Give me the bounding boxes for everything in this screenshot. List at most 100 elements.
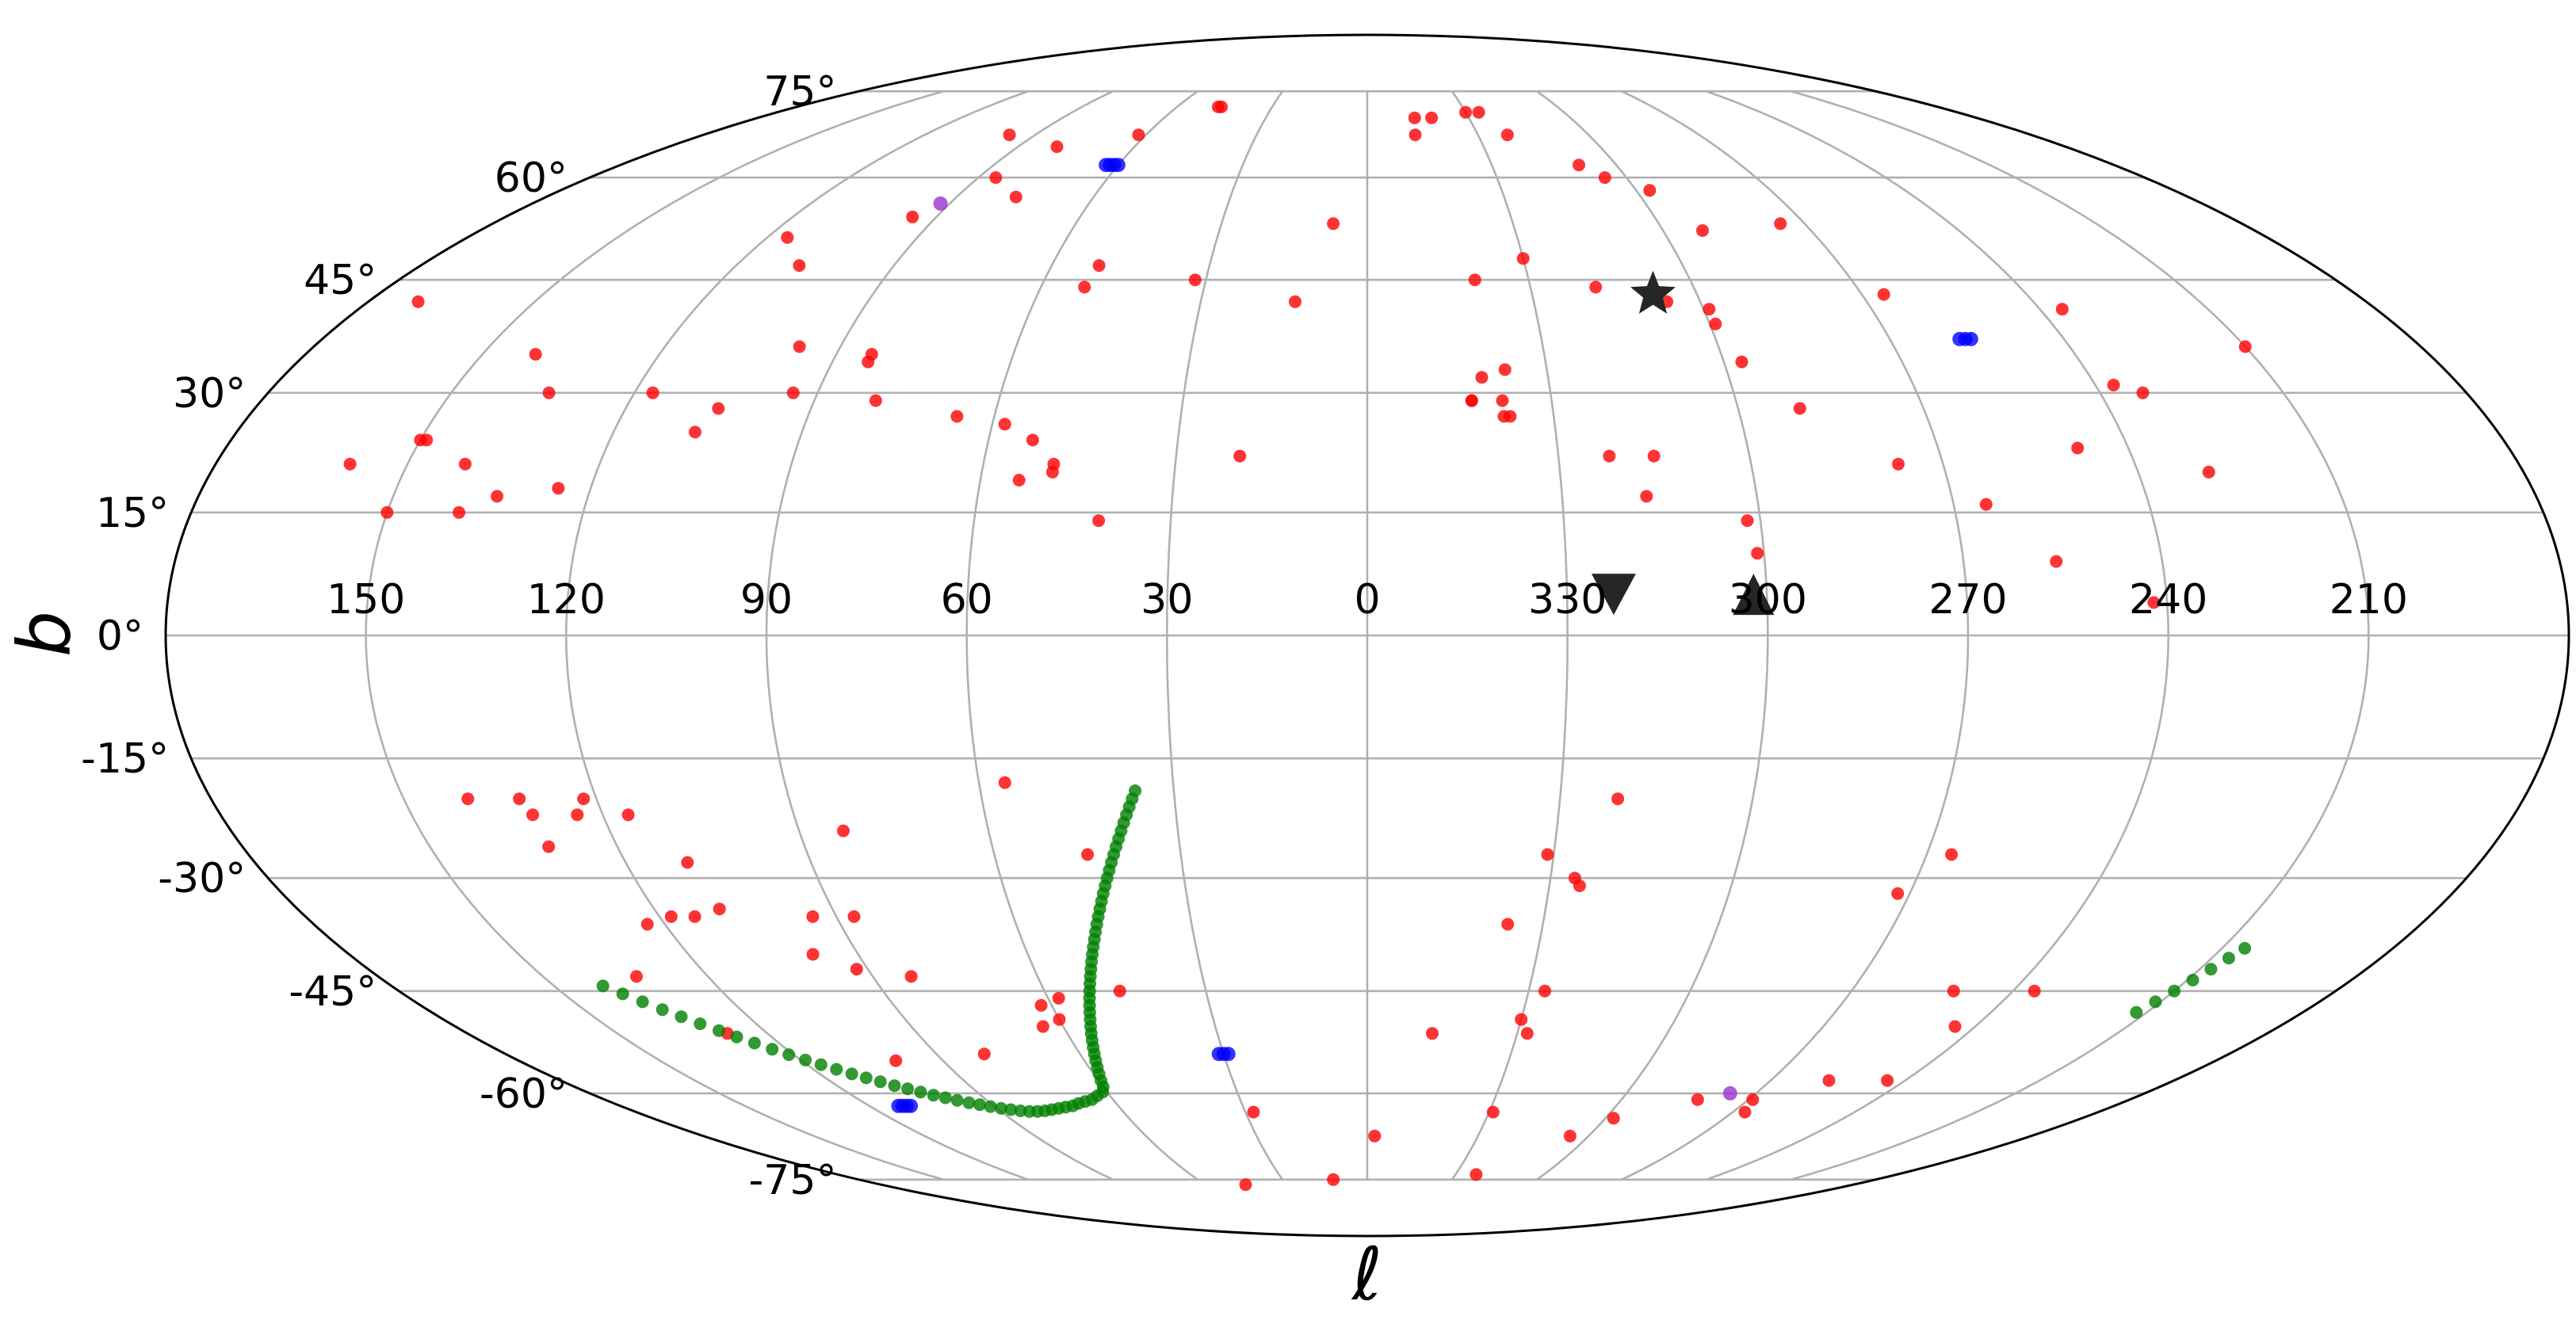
x-tick-label: 0 [1354,576,1380,624]
red-data-point [1092,259,1106,273]
red-data-point [1053,1013,1066,1026]
red-data-point [1465,394,1478,407]
red-data-point [491,490,504,503]
red-data-point [1948,1020,1962,1033]
x-tick-label: 270 [1928,576,2007,624]
red-data-point [998,776,1011,789]
red-data-point [577,792,590,806]
blue-data-point [1211,1047,1226,1062]
red-data-point [1793,402,1806,415]
red-data-point [1012,474,1026,486]
red-data-point [1034,998,1048,1012]
red-data-point [1188,273,1202,287]
blue-data-point [1110,158,1126,173]
red-data-point [461,792,475,806]
red-data-point [904,970,918,983]
red-data-point [1891,887,1905,900]
red-data-point [1607,1112,1620,1125]
purple-data-point [1722,1085,1737,1101]
green-data-point [2168,984,2181,998]
red-data-point [1468,273,1481,287]
y-tick-label: -75° [749,1157,837,1204]
red-data-point [2107,379,2120,391]
red-data-point [621,808,635,822]
red-data-point [1504,410,1517,423]
y-tick-label: 45° [304,257,376,304]
green-data-point [655,1003,669,1017]
red-data-point [542,386,556,399]
red-data-point [1735,355,1749,368]
green-data-point [962,1096,976,1109]
longitude-gridline [564,90,1029,1181]
x-tick-label: 90 [740,576,793,624]
red-data-point [1541,848,1554,861]
red-data-point [630,970,643,983]
red-data-point [786,386,800,399]
red-data-point [513,792,526,806]
red-data-point [889,1054,903,1067]
red-data-point [2071,441,2085,455]
green-data-point [2222,952,2235,965]
red-data-point [1036,1020,1049,1033]
red-data-point [646,386,659,399]
x-tick-labels: 150 120 90 60 30 0 330 300 270 240 210 [327,576,2408,624]
green-data-point [766,1043,779,1056]
red-data-point [1408,111,1421,124]
longitude-gridline [1450,90,1569,1181]
red-data-point [689,425,701,439]
graticule-grid [166,90,2569,1181]
red-data-point [1470,1168,1483,1181]
green-data-point [984,1100,997,1113]
red-data-point [664,910,678,923]
red-data-point [869,394,882,407]
red-data-point [458,457,472,471]
x-tick-label: 150 [327,576,405,624]
red-data-point [1563,1129,1577,1143]
green-data-point [616,987,629,1001]
red-data-point [1538,984,1551,998]
longitude-gridline [1165,90,1284,1181]
green-data-point [1014,1104,1027,1117]
red-data-point [977,1047,991,1061]
red-data-point [1426,1027,1439,1040]
red-data-point [571,808,584,822]
red-data-point [681,856,694,869]
red-data-point [1603,449,1616,463]
red-data-point [1640,490,1653,503]
green-data-point [845,1067,858,1081]
red-data-point [1751,547,1764,560]
x-tick-label: 120 [527,576,606,624]
longitude-gridline [1621,90,1970,1181]
y-tick-label: -45° [289,968,376,1016]
red-data-point [526,808,540,822]
red-data-point [1691,1093,1704,1106]
red-data-point [906,210,919,223]
red-data-point [1611,792,1625,806]
green-data-point [2238,941,2252,955]
red-data-point [1822,1074,1836,1087]
red-data-point [781,231,794,244]
red-data-point [380,505,394,519]
green-data-point [973,1098,987,1112]
red-data-point [998,418,1011,431]
blue-data-point [891,1098,906,1113]
red-data-point [1215,100,1228,113]
blue-data-point [904,1098,919,1113]
red-data-point [1408,128,1422,142]
x-tick-label: 240 [2129,576,2207,624]
red-data-point [1475,371,1489,384]
red-data-point [850,963,863,976]
red-data-point [1573,879,1586,892]
red-data-point [1516,252,1530,265]
longitude-gridline [1791,90,2370,1181]
green-data-point [694,1017,707,1031]
red-data-point [1573,158,1585,172]
y-tick-label: -30° [158,855,246,902]
red-data-point [1979,498,1993,511]
green-data-point [901,1082,915,1096]
blue-data-point [1952,331,1967,346]
red-data-point [2136,386,2150,399]
red-data-point [1003,128,1016,142]
green-data-point [596,979,610,993]
red-data-point [552,482,565,495]
